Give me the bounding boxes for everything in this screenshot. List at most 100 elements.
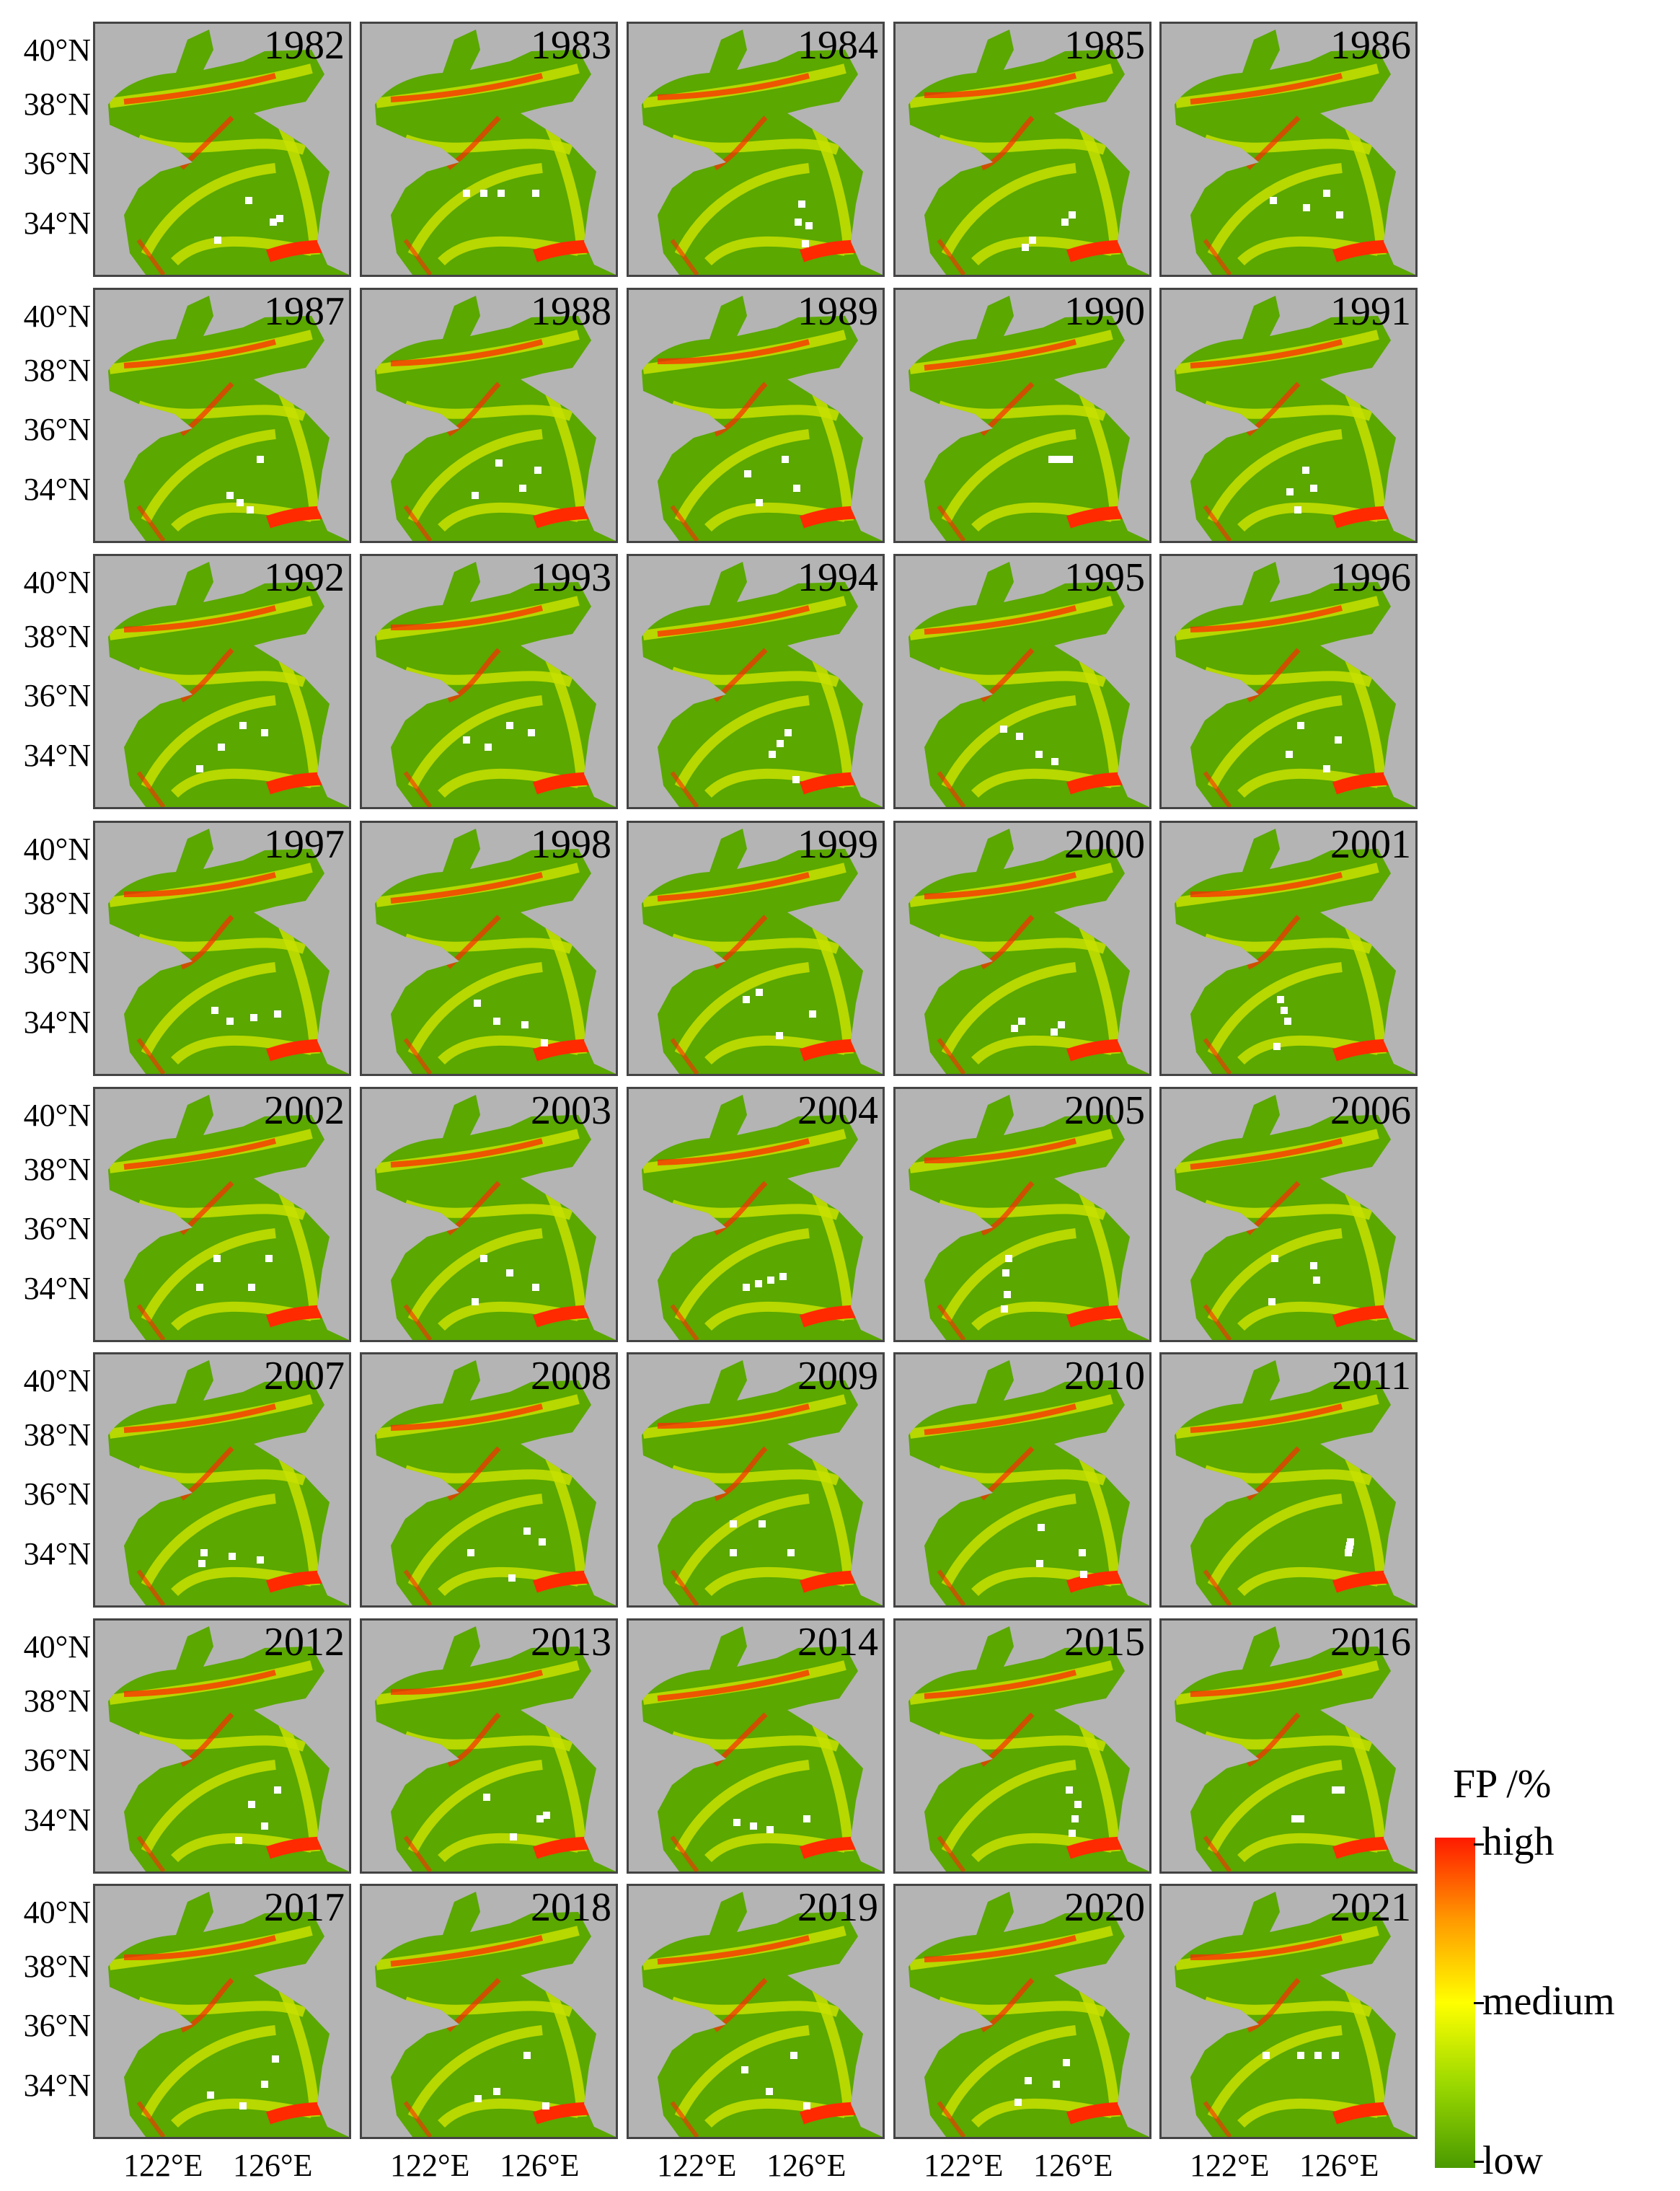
year-label: 2007	[264, 1354, 345, 1398]
map-panel-1986: 1986	[1159, 22, 1418, 277]
map-panel-2007: 2007	[93, 1352, 351, 1608]
map-panel-2006: 2006	[1159, 1087, 1418, 1342]
map-panel-2019: 2019	[627, 1884, 885, 2139]
sea-map	[908, 1095, 1149, 1340]
longitude-label: 126°E	[233, 2148, 313, 2183]
colorbar	[1435, 1838, 1475, 2168]
sea-map	[908, 296, 1149, 541]
colorbar-label-high: high	[1482, 1820, 1555, 1864]
latitude-label: 40°N	[23, 832, 91, 867]
sea-map	[375, 296, 616, 541]
longitude-label: 122°E	[657, 2148, 737, 2183]
map-panel-2008: 2008	[360, 1352, 618, 1608]
map-panel-1987: 1987	[93, 288, 351, 543]
year-label: 1983	[531, 23, 611, 68]
map-panel-2021: 2021	[1159, 1884, 1418, 2139]
year-label: 2008	[531, 1354, 611, 1398]
latitude-label: 34°N	[23, 206, 91, 241]
longitude-label: 126°E	[500, 2148, 580, 2183]
year-label: 1982	[264, 23, 345, 68]
sea-map	[375, 1360, 616, 1605]
latitude-label: 40°N	[23, 1895, 91, 1930]
sea-map	[908, 1626, 1149, 1872]
sea-map	[108, 296, 349, 541]
colorbar-tick-high	[1474, 1843, 1484, 1846]
sea-map	[908, 1360, 1149, 1605]
longitude-label: 126°E	[1033, 2148, 1113, 2183]
map-panel-1990: 1990	[893, 288, 1151, 543]
year-label: 2019	[797, 1885, 878, 1930]
sea-map	[108, 1892, 349, 2137]
map-panel-1999: 1999	[627, 821, 885, 1076]
year-label: 2002	[264, 1088, 345, 1133]
map-panel-1991: 1991	[1159, 288, 1418, 543]
longitude-label: 122°E	[1190, 2148, 1270, 2183]
map-panel-2005: 2005	[893, 1087, 1151, 1342]
latitude-label: 34°N	[23, 1005, 91, 1040]
map-panel-2010: 2010	[893, 1352, 1151, 1608]
latitude-label: 38°N	[23, 619, 91, 654]
latitude-label: 34°N	[23, 472, 91, 507]
sea-map	[642, 1626, 883, 1872]
year-label: 1992	[264, 555, 345, 600]
sea-map	[642, 1892, 883, 2137]
latitude-label: 36°N	[23, 678, 91, 713]
year-label: 2020	[1064, 1885, 1145, 1930]
map-panel-1982: 1982	[93, 22, 351, 277]
year-label: 1999	[797, 822, 878, 867]
sea-map	[1175, 1892, 1415, 2137]
map-panel-1992: 1992	[93, 554, 351, 809]
latitude-label: 34°N	[23, 1802, 91, 1838]
year-label: 2011	[1332, 1354, 1411, 1398]
map-panel-2017: 2017	[93, 1884, 351, 2139]
year-label: 2001	[1330, 822, 1411, 867]
year-label: 1984	[797, 23, 878, 68]
longitude-label: 122°E	[390, 2148, 470, 2183]
map-panel-2003: 2003	[360, 1087, 618, 1342]
sea-map	[642, 562, 883, 807]
year-label: 2010	[1064, 1354, 1145, 1398]
map-panel-1997: 1997	[93, 821, 351, 1076]
colorbar-tick-medium	[1474, 2002, 1484, 2004]
year-label: 2021	[1330, 1885, 1411, 1930]
year-label: 2004	[797, 1088, 878, 1133]
map-panel-2001: 2001	[1159, 821, 1418, 1076]
sea-map	[375, 1095, 616, 1340]
colorbar-label-medium: medium	[1482, 1979, 1615, 2024]
latitude-label: 36°N	[23, 945, 91, 980]
year-label: 1996	[1330, 555, 1411, 600]
year-label: 2014	[797, 1620, 878, 1665]
sea-map	[375, 1892, 616, 2137]
map-panel-1988: 1988	[360, 288, 618, 543]
longitude-label: 126°E	[766, 2148, 846, 2183]
map-panel-2016: 2016	[1159, 1618, 1418, 1874]
year-label: 2018	[531, 1885, 611, 1930]
sea-map	[1175, 1095, 1415, 1340]
map-panel-1993: 1993	[360, 554, 618, 809]
year-label: 1995	[1064, 555, 1145, 600]
latitude-label: 40°N	[23, 299, 91, 334]
latitude-label: 36°N	[23, 1742, 91, 1778]
sea-map	[642, 829, 883, 1074]
map-panel-2002: 2002	[93, 1087, 351, 1342]
map-panel-1994: 1994	[627, 554, 885, 809]
sea-map	[642, 30, 883, 275]
sea-map	[642, 1095, 883, 1340]
map-panel-1998: 1998	[360, 821, 618, 1076]
sea-map	[375, 1626, 616, 1872]
sea-map	[108, 30, 349, 275]
latitude-label: 36°N	[23, 2008, 91, 2043]
latitude-label: 38°N	[23, 1417, 91, 1452]
longitude-label: 122°E	[123, 2148, 203, 2183]
year-label: 2017	[264, 1885, 345, 1930]
longitude-label: 126°E	[1299, 2148, 1379, 2183]
latitude-label: 38°N	[23, 353, 91, 388]
map-panel-2018: 2018	[360, 1884, 618, 2139]
year-label: 1985	[1064, 23, 1145, 68]
longitude-label: 122°E	[924, 2148, 1004, 2183]
sea-map	[1175, 296, 1415, 541]
latitude-label: 38°N	[23, 886, 91, 921]
sea-map	[108, 1626, 349, 1872]
sea-map	[1175, 562, 1415, 807]
